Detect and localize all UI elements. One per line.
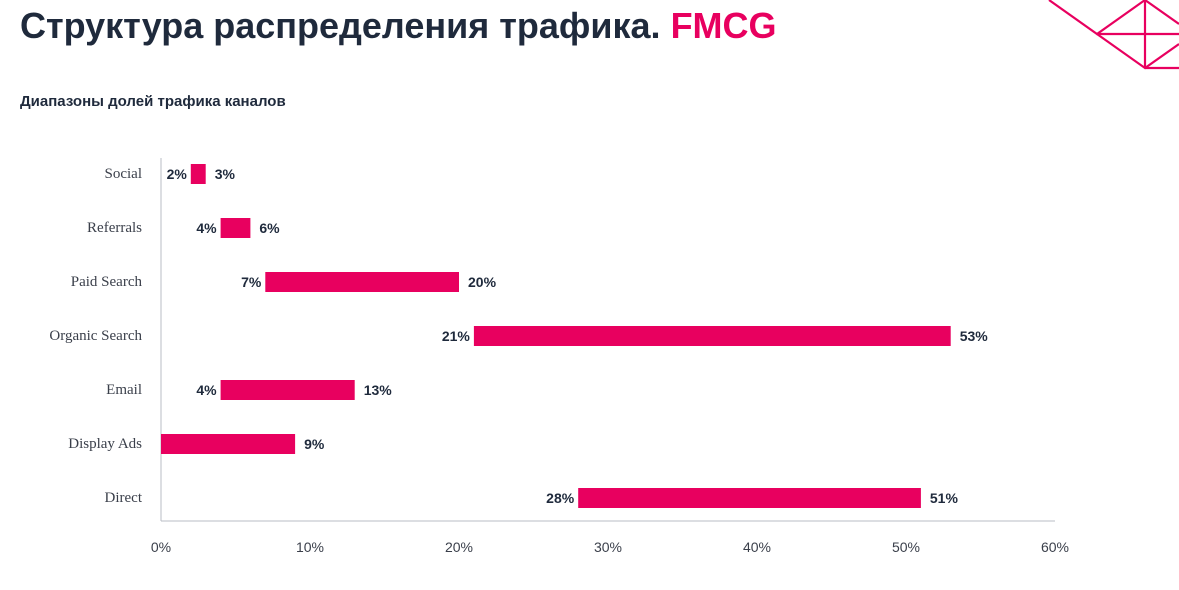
range-min-label: 21% — [442, 328, 471, 344]
x-tick-label: 30% — [594, 539, 622, 555]
page-title-main: Структура распределения трафика. — [20, 5, 661, 46]
category-label: Paid Search — [71, 274, 143, 290]
range-bar — [220, 380, 355, 400]
range-max-label: 3% — [215, 166, 236, 182]
category-label: Organic Search — [49, 328, 142, 344]
range-max-label: 51% — [930, 490, 959, 506]
range-bar — [220, 218, 251, 238]
x-tick-label: 20% — [445, 539, 473, 555]
page-title: Структура распределения трафика. FMCG — [20, 4, 777, 48]
x-tick-label: 10% — [296, 539, 324, 555]
x-tick-label: 0% — [151, 539, 171, 555]
category-label: Direct — [105, 490, 143, 506]
x-tick-label: 40% — [743, 539, 771, 555]
range-bar — [161, 434, 296, 454]
x-tick-label: 60% — [1041, 539, 1069, 555]
range-max-label: 53% — [960, 328, 989, 344]
page-title-accent: FMCG — [670, 5, 777, 46]
range-bar — [578, 488, 921, 508]
range-min-label: 7% — [241, 274, 262, 290]
x-tick-label: 50% — [892, 539, 920, 555]
category-label: Referrals — [87, 220, 142, 236]
chart-subtitle: Диапазоны долей трафика каналов — [20, 93, 286, 110]
range-max-label: 6% — [259, 220, 280, 236]
range-bar — [265, 272, 459, 292]
range-max-label: 20% — [468, 274, 497, 290]
range-min-label: 2% — [167, 166, 188, 182]
triangle-pattern-icon — [1048, 0, 1179, 70]
range-min-label: 4% — [196, 382, 217, 398]
range-min-label: 4% — [196, 220, 217, 236]
range-max-label: 13% — [364, 382, 393, 398]
range-max-label: 9% — [304, 436, 325, 452]
range-min-label: 28% — [546, 490, 575, 506]
range-bar — [473, 326, 951, 346]
category-label: Display Ads — [68, 436, 142, 452]
category-label: Email — [106, 382, 142, 398]
category-label: Social — [105, 166, 143, 182]
range-bar — [190, 164, 206, 184]
